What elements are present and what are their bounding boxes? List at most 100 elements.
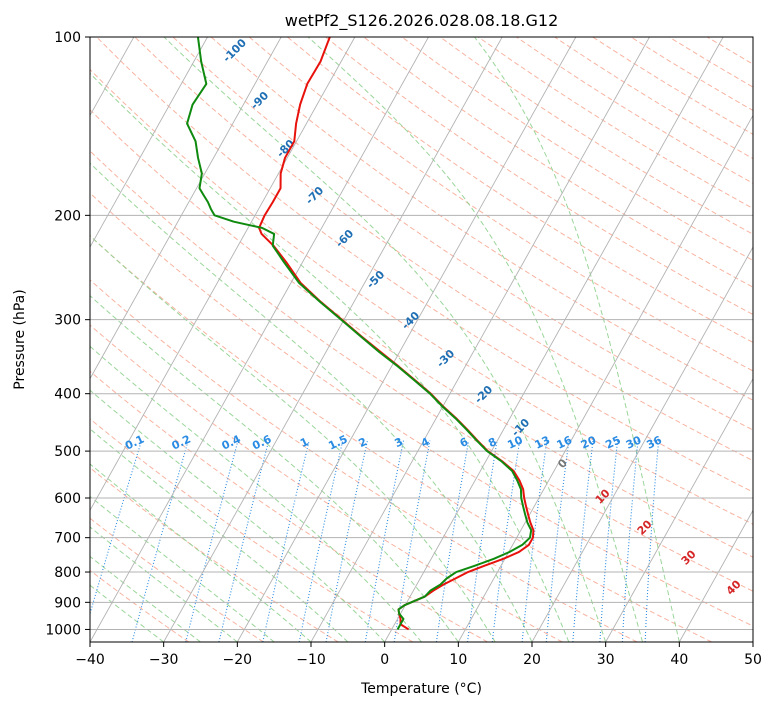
mixing-ratio-line [572, 440, 594, 642]
isotherm [384, 37, 724, 642]
mixing-ratio-label: 16 [555, 433, 575, 451]
x-tick-label: 40 [670, 652, 688, 668]
mixing-ratio-label: 4 [419, 435, 432, 450]
x-tick-label: −30 [149, 652, 179, 668]
dry-adiabat [706, 37, 753, 65]
mixing-ratio-label: 36 [645, 433, 665, 451]
moist-adiabat [307, 37, 643, 642]
isotherm [90, 37, 282, 380]
dry-adiabat [90, 109, 753, 558]
isotherm [457, 114, 753, 642]
isotherm [605, 377, 753, 642]
moist-adiabat [90, 235, 496, 642]
y-tick-label: 400 [54, 387, 81, 403]
theta-e-label: 0 [555, 456, 570, 471]
mixing-ratio-line [325, 440, 368, 642]
x-axis: −40 −30 −20 −10 0 10 20 30 40 50 [75, 642, 762, 668]
mixing-ratio-line [491, 440, 521, 642]
temperature-profile [258, 37, 535, 631]
background-lines [0, 37, 753, 642]
isotherm-label: -90 [248, 89, 271, 112]
mixing-ratio-line [621, 440, 639, 642]
mixing-ratio-line [131, 440, 189, 642]
x-tick-label: 10 [449, 652, 467, 668]
isotherm [90, 37, 356, 512]
moist-adiabat [163, 37, 607, 642]
mixing-ratio-label: 30 [624, 433, 644, 451]
x-tick-label: −20 [223, 652, 253, 668]
dry-adiabat [516, 37, 753, 184]
mixing-ratio-line [599, 440, 619, 642]
x-tick-label: 20 [523, 652, 541, 668]
moist-adiabat [90, 526, 238, 642]
y-tick-label: 800 [54, 565, 81, 581]
moist-adiabat [90, 389, 386, 642]
mixing-ratio-line [90, 440, 143, 616]
dry-adiabat [90, 467, 339, 642]
isotherm-label: -60 [333, 227, 356, 250]
isotherm [678, 509, 753, 642]
mixing-ratio-line [218, 440, 270, 642]
theta-e-label: 30 [679, 547, 699, 567]
mixing-ratio-label: 25 [603, 433, 622, 451]
x-tick-label: −40 [75, 652, 105, 668]
y-tick-label: 500 [54, 444, 81, 460]
isotherm-label: -50 [364, 268, 387, 291]
dry-adiabat [90, 418, 414, 642]
mixing-ratio-label: 0.4 [220, 432, 243, 452]
isotherm [236, 37, 577, 642]
isotherm [752, 641, 753, 642]
isotherm-label: -30 [434, 347, 457, 370]
mixing-ratio-line [644, 440, 660, 642]
isotherm [310, 37, 650, 642]
dry-adiabat [90, 324, 563, 642]
y-axis-label: Pressure (hPa) [12, 289, 28, 389]
dry-adiabat [325, 37, 753, 316]
isotherm [90, 37, 429, 642]
dry-adiabat [210, 37, 753, 401]
x-tick-label: 30 [597, 652, 615, 668]
mixing-ratio-label: 3 [393, 435, 405, 450]
dry-adiabat [401, 37, 753, 261]
y-tick-label: 300 [54, 313, 81, 329]
x-axis-label: Temperature (°C) [360, 681, 482, 697]
mixing-ratio-label: 13 [533, 433, 552, 451]
moist-adiabat [90, 428, 349, 642]
isotherm [0, 37, 60, 642]
mixing-ratio-label: 0.1 [123, 433, 146, 453]
isotherm [531, 246, 753, 642]
isotherm-label: -100 [220, 36, 249, 65]
x-tick-label: 0 [380, 652, 389, 668]
dry-adiabat [90, 370, 488, 642]
dry-adiabat [592, 37, 753, 135]
dewpoint-profile [186, 37, 533, 630]
moist-adiabat [90, 463, 312, 642]
y-tick-label: 1000 [45, 622, 81, 638]
isotherm [90, 37, 208, 248]
theta-e-label: 40 [724, 577, 744, 597]
moist-adiabat [90, 72, 570, 642]
mixing-ratio-label: 1.5 [326, 433, 349, 453]
dry-adiabat [90, 192, 753, 627]
moist-adiabat [90, 555, 201, 642]
isotherm-label: -70 [303, 184, 326, 207]
dry-adiabat [90, 235, 712, 642]
y-tick-label: 700 [54, 531, 81, 547]
mixing-ratio-line [545, 440, 570, 642]
mixing-ratio-line [521, 440, 548, 642]
plot-frame [89, 36, 754, 643]
dry-adiabat [90, 68, 753, 525]
chart-title: wetPf2_S126.2026.028.08.18.G12 [285, 11, 559, 31]
isotherm [163, 37, 503, 642]
dry-adiabat [90, 150, 753, 592]
y-axis: 100 200 300 400 500 600 700 800 900 1000 [45, 30, 90, 638]
isotherm-label: -40 [399, 309, 422, 332]
y-tick-label: 600 [54, 491, 81, 507]
dry-adiabat [439, 37, 753, 235]
dry-adiabat [90, 279, 638, 642]
mixing-ratio-line [466, 440, 498, 642]
y-tick-label: 100 [54, 30, 81, 46]
isotherm-label: -20 [472, 383, 495, 406]
mixing-ratio-label: 10 [505, 433, 525, 451]
